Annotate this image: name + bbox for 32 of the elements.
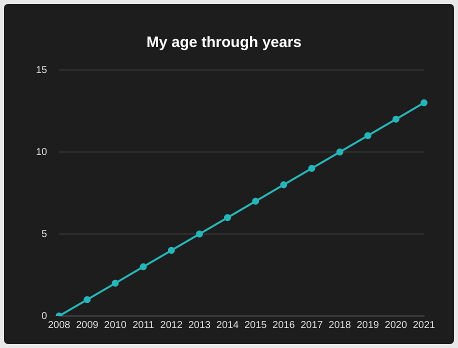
y-tick-label: 0 bbox=[42, 310, 48, 322]
x-tick-label: 2008 bbox=[48, 320, 71, 331]
y-tick-label: 5 bbox=[42, 228, 48, 240]
x-tick-label: 2011 bbox=[132, 320, 155, 331]
point bbox=[196, 230, 203, 238]
x-tick-label: 2017 bbox=[300, 320, 324, 331]
point bbox=[280, 181, 288, 188]
chart-title: My age through years bbox=[146, 34, 302, 52]
x-tick-label: 2020 bbox=[384, 320, 408, 331]
y-tick-label: 10 bbox=[36, 146, 48, 158]
x-tick-label: 2019 bbox=[356, 320, 380, 331]
x-tick-label: 2018 bbox=[328, 320, 352, 331]
x-tick-label: 2015 bbox=[244, 320, 268, 331]
point bbox=[140, 263, 147, 270]
point bbox=[84, 296, 91, 304]
x-tick-label: 2021 bbox=[412, 320, 436, 331]
point bbox=[112, 280, 119, 287]
point bbox=[252, 198, 260, 205]
point bbox=[336, 148, 344, 156]
x-tick-label: 2012 bbox=[160, 320, 183, 331]
point bbox=[224, 214, 232, 222]
x-tick-label: 2009 bbox=[76, 320, 99, 331]
point bbox=[392, 116, 400, 123]
y-tick-label: 15 bbox=[36, 64, 48, 76]
x-tick-label: 2016 bbox=[272, 320, 296, 331]
x-tick-label: 2013 bbox=[188, 320, 212, 331]
x-tick-label: 2014 bbox=[216, 320, 240, 331]
point bbox=[308, 164, 316, 172]
point bbox=[168, 246, 175, 254]
x-tick-label: 2010 bbox=[104, 320, 127, 331]
point bbox=[364, 132, 372, 140]
point bbox=[420, 99, 428, 106]
